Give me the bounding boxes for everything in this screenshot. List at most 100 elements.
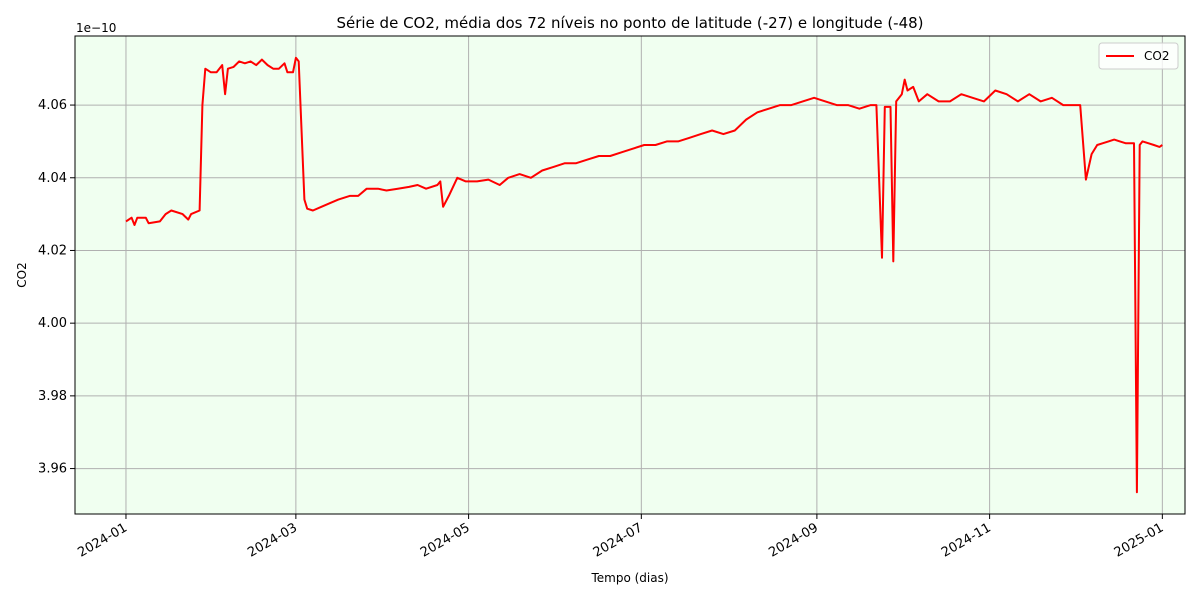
- data-point: [182, 213, 184, 215]
- y-tick-label: 4.06: [38, 98, 67, 113]
- data-point: [306, 208, 308, 210]
- data-point: [1096, 144, 1098, 146]
- data-point: [1062, 104, 1064, 106]
- data-point: [476, 180, 478, 182]
- y-axis-label: CO2: [15, 262, 29, 287]
- plot-frame: [74, 35, 1186, 515]
- data-point: [711, 130, 713, 132]
- data-point: [881, 257, 883, 259]
- data-point: [145, 217, 147, 219]
- data-point: [190, 213, 192, 215]
- data-point: [1017, 100, 1019, 102]
- data-point: [983, 100, 985, 102]
- data-point: [425, 188, 427, 190]
- y-tick-label: 4.04: [38, 171, 67, 186]
- data-point: [895, 100, 897, 102]
- data-point: [298, 60, 300, 62]
- data-point: [1085, 179, 1087, 181]
- data-point: [284, 62, 286, 64]
- data-point: [530, 177, 532, 179]
- data-point: [465, 180, 467, 182]
- data-point: [1142, 140, 1144, 142]
- x-tick-label: 2024-05: [418, 520, 473, 560]
- series-line-co2: [125, 56, 1163, 494]
- data-point: [272, 68, 274, 70]
- data-point: [312, 210, 314, 212]
- y-axis-scale-label: 1e−10: [76, 21, 116, 35]
- data-point: [1079, 104, 1081, 106]
- x-tick-label: 2024-09: [766, 520, 821, 560]
- data-point: [448, 195, 450, 197]
- data-point: [303, 199, 305, 201]
- data-point: [802, 100, 804, 102]
- data-point: [541, 170, 543, 172]
- data-point: [1159, 146, 1161, 148]
- data-point: [233, 66, 235, 68]
- y-axis-ticks: 3.96 3.98 4.00 4.02 4.04 4.06: [38, 98, 75, 477]
- data-point: [286, 71, 288, 73]
- data-point: [875, 104, 877, 106]
- data-point: [1091, 153, 1093, 155]
- data-point: [357, 195, 359, 197]
- data-point: [926, 93, 928, 95]
- data-point: [847, 104, 849, 106]
- x-tick-label: 2024-03: [245, 520, 300, 560]
- data-point: [836, 104, 838, 106]
- data-point: [700, 133, 702, 135]
- data-point: [278, 68, 280, 70]
- data-point: [136, 217, 138, 219]
- data-point: [244, 62, 246, 64]
- data-point: [598, 155, 600, 157]
- data-point: [417, 184, 419, 186]
- data-point: [575, 162, 577, 164]
- data-point: [779, 104, 781, 106]
- data-point: [884, 106, 886, 108]
- y-tick-label: 3.98: [38, 389, 67, 404]
- x-tick-label: 2024-01: [75, 520, 130, 560]
- data-point: [918, 100, 920, 102]
- x-tick-label: 2024-11: [939, 520, 994, 560]
- x-axis-label: Tempo (dias): [590, 571, 668, 585]
- data-point: [553, 166, 555, 168]
- data-point: [901, 93, 903, 95]
- data-point: [621, 151, 623, 153]
- data-point: [768, 108, 770, 110]
- data-point: [689, 137, 691, 139]
- data-point: [564, 162, 566, 164]
- data-point: [1153, 144, 1155, 146]
- data-point: [199, 210, 201, 212]
- data-point: [1136, 491, 1138, 493]
- data-point: [1139, 144, 1141, 146]
- legend-label-co2: CO2: [1144, 49, 1169, 63]
- data-point: [1119, 140, 1121, 142]
- data-point: [131, 217, 133, 219]
- y-tick-label: 4.02: [38, 243, 67, 258]
- data-point: [790, 104, 792, 106]
- data-point: [745, 119, 747, 121]
- data-point: [960, 93, 962, 95]
- data-point: [1040, 100, 1042, 102]
- data-point: [609, 155, 611, 157]
- legend-box: [1098, 42, 1179, 70]
- data-point: [1102, 142, 1104, 144]
- data-point: [366, 188, 368, 190]
- data-point: [912, 86, 914, 88]
- data-point: [261, 59, 263, 61]
- data-point: [972, 97, 974, 99]
- data-point: [1051, 97, 1053, 99]
- y-tick-label: 3.96: [38, 462, 67, 477]
- plot-background: [75, 36, 1185, 514]
- data-point: [666, 140, 668, 142]
- data-point: [677, 140, 679, 142]
- data-point: [227, 68, 229, 70]
- data-point: [221, 64, 223, 66]
- data-point: [187, 219, 189, 221]
- data-point: [587, 159, 589, 161]
- data-point: [1074, 104, 1076, 106]
- data-point: [1108, 140, 1110, 142]
- data-point: [655, 144, 657, 146]
- data-point: [1161, 144, 1163, 146]
- data-point: [507, 177, 509, 179]
- data-point: [904, 79, 906, 81]
- data-point: [224, 93, 226, 95]
